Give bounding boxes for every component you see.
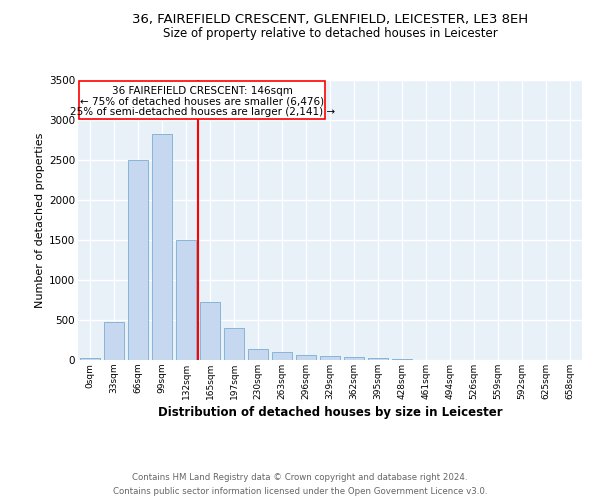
Bar [368,358,388,360]
X-axis label: Distribution of detached houses by size in Leicester: Distribution of detached houses by size … [158,406,502,419]
Bar [272,352,292,360]
Bar [176,240,196,360]
FancyBboxPatch shape [79,81,325,119]
Text: 36, FAIREFIELD CRESCENT, GLENFIELD, LEICESTER, LE3 8EH: 36, FAIREFIELD CRESCENT, GLENFIELD, LEIC… [132,12,528,26]
Text: 36 FAIREFIELD CRESCENT: 146sqm: 36 FAIREFIELD CRESCENT: 146sqm [112,86,293,97]
Bar [200,302,220,360]
Bar [344,357,364,360]
Text: Size of property relative to detached houses in Leicester: Size of property relative to detached ho… [163,28,497,40]
Bar [224,328,244,360]
Bar [80,358,100,360]
Text: ← 75% of detached houses are smaller (6,476): ← 75% of detached houses are smaller (6,… [80,97,324,107]
Bar [128,160,148,360]
Text: 25% of semi-detached houses are larger (2,141) →: 25% of semi-detached houses are larger (… [70,107,335,117]
Bar [320,356,340,360]
Bar [248,349,268,360]
Bar [152,134,172,360]
Bar [296,355,316,360]
Y-axis label: Number of detached properties: Number of detached properties [35,132,45,308]
Text: Contains HM Land Registry data © Crown copyright and database right 2024.: Contains HM Land Registry data © Crown c… [132,472,468,482]
Text: Contains public sector information licensed under the Open Government Licence v3: Contains public sector information licen… [113,488,487,496]
Bar [104,322,124,360]
